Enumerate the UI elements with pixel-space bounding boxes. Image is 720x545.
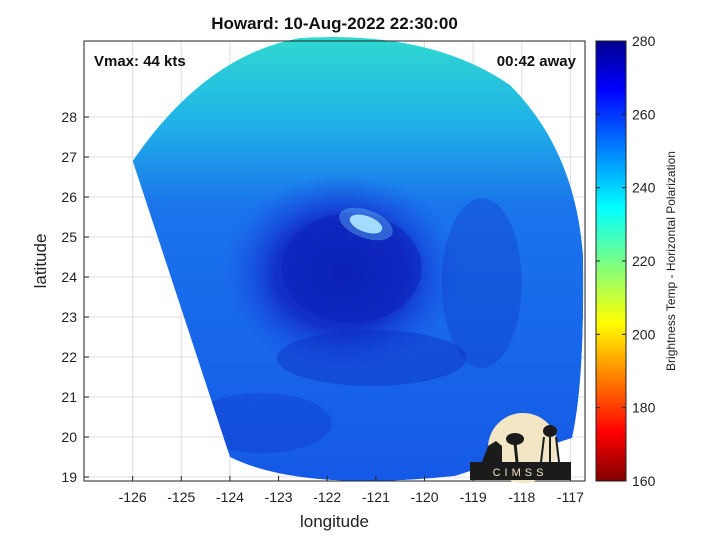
colorbar-label: Brightness Temp - Horizontal Polarizatio… xyxy=(664,151,678,371)
y-tick-label: 24 xyxy=(61,269,77,285)
rainband xyxy=(276,330,467,386)
plot-frame xyxy=(83,40,586,482)
colorbar xyxy=(595,40,627,482)
y-axis-label: latitude xyxy=(31,233,50,289)
cimss-logo: CIMSS xyxy=(470,413,571,483)
brightness-temp-swath xyxy=(132,36,584,482)
colorbar-ticks: 160 180 200 220 240 260 280 xyxy=(596,33,656,489)
x-tick-label: -117 xyxy=(557,489,584,505)
colorbar-tick-label: 220 xyxy=(632,253,656,269)
warm-spot xyxy=(349,214,383,234)
x-tick-label: -126 xyxy=(119,489,147,505)
y-tick-label: 26 xyxy=(61,189,77,205)
y-tick-label: 28 xyxy=(61,109,77,125)
colorbar-tick-label: 260 xyxy=(632,106,656,122)
colorbar-tick-label: 240 xyxy=(632,180,656,196)
x-tick-label: -120 xyxy=(410,489,438,505)
time-away-label: 00:42 away xyxy=(496,53,576,70)
y-tick-label: 27 xyxy=(61,149,77,165)
y-tick-label: 22 xyxy=(61,349,77,365)
y-tick-label: 20 xyxy=(61,429,77,445)
figure-title: Howard: 10-Aug-2022 22:30:00 xyxy=(211,14,458,33)
x-tick-label: -121 xyxy=(362,489,390,505)
x-tick-label: -124 xyxy=(216,489,244,505)
vmax-label: Vmax: 44 kts xyxy=(94,53,186,70)
colorbar-tick-label: 160 xyxy=(632,473,656,489)
y-tick-label: 23 xyxy=(61,309,77,325)
x-axis-ticks: -126 -125 -124 -123 -122 -121 -120 -119 -118 -117 xyxy=(119,476,584,505)
warm-spot-halo xyxy=(339,207,393,241)
colorbar-tick-label: 200 xyxy=(632,326,656,342)
rainband xyxy=(191,393,332,453)
y-axis-ticks: 19 20 21 22 23 24 25 26 27 28 xyxy=(61,109,89,485)
x-tick-label: -118 xyxy=(508,489,535,505)
x-tick-label: -119 xyxy=(460,489,487,505)
x-tick-label: -122 xyxy=(313,489,341,505)
y-tick-label: 19 xyxy=(61,469,77,485)
rainband xyxy=(441,198,522,368)
x-axis-label: longitude xyxy=(299,512,369,531)
y-tick-label: 25 xyxy=(61,229,77,245)
x-tick-label: -125 xyxy=(167,489,195,505)
colorbar-tick-label: 180 xyxy=(632,400,656,416)
x-tick-label: -123 xyxy=(265,489,293,505)
eyewall xyxy=(281,213,422,323)
cimss-logo-text: CIMSS xyxy=(493,467,548,479)
colorbar-tick-label: 280 xyxy=(632,33,656,49)
y-tick-label: 21 xyxy=(61,389,77,405)
